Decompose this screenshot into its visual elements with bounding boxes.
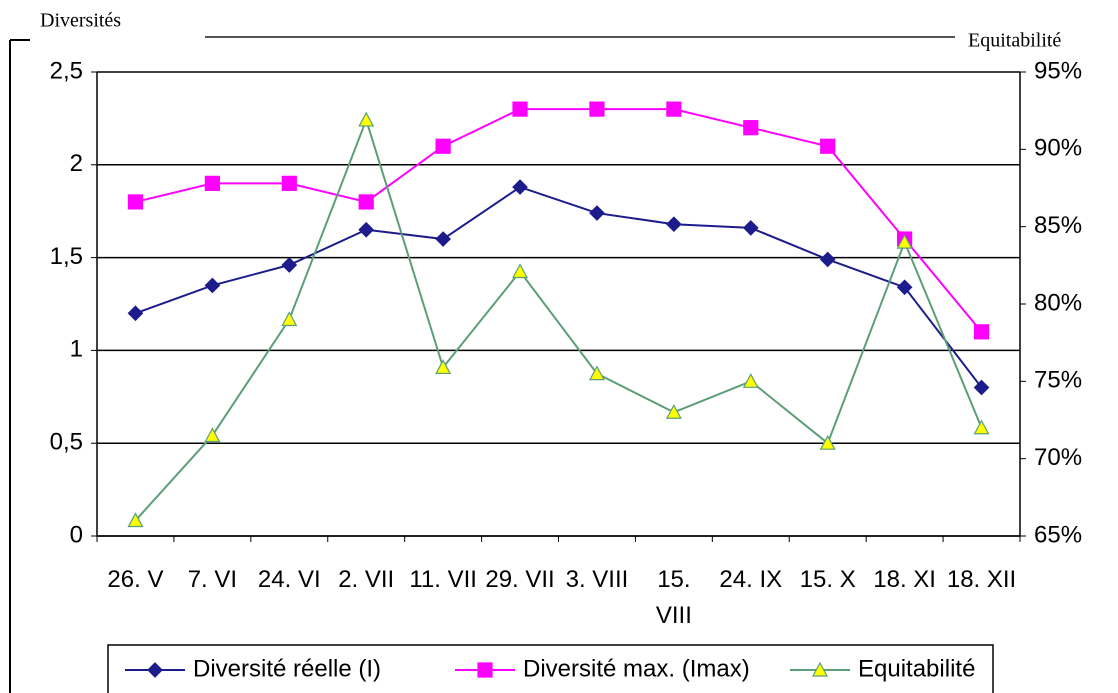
- y2-tick-label: 85%: [1034, 212, 1082, 239]
- y2-axis-title: Equitabilité: [968, 30, 1061, 52]
- series-line: [135, 108, 983, 333]
- marker: [281, 175, 297, 191]
- legend-label: Diversité max. (Imax): [523, 655, 750, 682]
- x-tick-label: 15. VIII: [655, 566, 692, 629]
- y-axis-title: Diversités: [40, 10, 121, 32]
- marker: [435, 359, 452, 375]
- y2-tick-label: 95%: [1034, 57, 1082, 84]
- x-tick-label: 2. VII: [338, 566, 395, 593]
- marker: [973, 379, 990, 396]
- marker: [512, 101, 528, 117]
- series-line: [134, 116, 983, 522]
- marker: [896, 233, 913, 249]
- marker: [435, 231, 451, 247]
- marker: [204, 175, 220, 191]
- marker: [358, 194, 374, 210]
- marker: [512, 179, 528, 195]
- x-tick-label: 18. XI: [873, 566, 936, 593]
- legend-label: Diversité réelle (I): [193, 655, 381, 682]
- marker: [435, 138, 451, 154]
- marker: [512, 263, 529, 279]
- marker: [820, 138, 836, 154]
- marker: [127, 512, 144, 528]
- marker: [281, 311, 298, 327]
- marker: [973, 419, 990, 435]
- marker: [281, 257, 298, 273]
- marker: [819, 434, 836, 450]
- marker: [204, 427, 221, 443]
- series-line: [135, 185, 983, 389]
- marker: [358, 111, 375, 127]
- x-tick-label: 29. VII: [485, 566, 555, 593]
- y-tick-label: 1,5: [50, 243, 83, 270]
- x-tick-label: 3. VIII: [565, 566, 629, 593]
- marker: [819, 251, 836, 268]
- y-tick-label: 0: [70, 521, 83, 548]
- marker: [589, 101, 605, 117]
- y2-tick-label: 75%: [1034, 367, 1082, 394]
- marker: [127, 194, 144, 210]
- y2-tick-label: 70%: [1034, 444, 1082, 471]
- marker: [742, 220, 759, 236]
- x-tick-label: 26. V: [107, 566, 164, 593]
- marker: [358, 221, 375, 238]
- marker: [666, 101, 682, 117]
- x-tick-label: 7. VI: [187, 566, 238, 593]
- marker: [666, 216, 682, 233]
- x-tick-label: 11. VII: [409, 566, 477, 593]
- y-tick-label: 2,5: [50, 57, 83, 84]
- marker: [742, 373, 759, 388]
- marker: [589, 205, 605, 221]
- x-tick-label: 18. XII: [946, 566, 1017, 593]
- y2-tick-label: 65%: [1034, 521, 1082, 548]
- x-tick-label: 24. IX: [719, 566, 783, 593]
- marker: [665, 404, 682, 419]
- legend-marker: [477, 662, 493, 678]
- y-tick-label: 1: [70, 336, 83, 363]
- y-tick-label: 0,5: [50, 429, 83, 456]
- marker: [973, 324, 990, 340]
- marker: [127, 305, 144, 322]
- x-tick-label: 15. X: [799, 566, 856, 593]
- y2-tick-label: 90%: [1034, 135, 1082, 162]
- marker: [204, 277, 221, 294]
- marker: [743, 120, 759, 136]
- marker: [588, 365, 605, 381]
- legend-marker: [811, 661, 829, 677]
- y2-tick-label: 80%: [1034, 289, 1082, 316]
- legend-marker: [147, 662, 163, 678]
- marker: [896, 279, 913, 296]
- legend-label: Equitabilité: [858, 655, 975, 682]
- y-tick-label: 2: [70, 150, 83, 177]
- x-tick-label: 24. VI: [257, 566, 321, 593]
